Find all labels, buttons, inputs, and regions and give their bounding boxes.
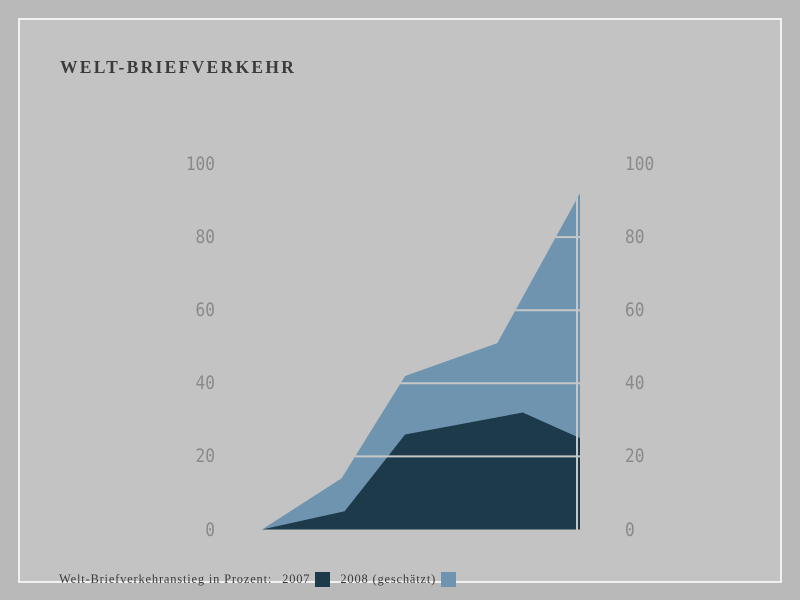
legend: Welt-Briefverkehranstieg in Prozent: 200…: [59, 569, 457, 589]
chart-panel: WELT-BRIEFVERKEHR 0 0 20 20 40 40 60 60 80 80 100 1…: [18, 18, 782, 587]
area-series-2007: [262, 412, 580, 530]
legend-series-name-2008: 2008 (geschätzt): [340, 571, 437, 586]
legend-series-name-2007: 2007: [282, 571, 311, 586]
legend-swatch-2008-icon: [441, 571, 457, 587]
legend-label: Welt-Briefverkehranstieg in Prozent:: [59, 571, 273, 586]
legend-swatch-2007-icon: [315, 571, 331, 587]
legend-item-2007: 2007: [282, 571, 331, 587]
legend-item-2008: 2008 (geschätzt): [340, 571, 457, 587]
stacked-area-chart: [262, 193, 580, 530]
page-title: WELT-BRIEFVERKEHR: [60, 57, 297, 77]
